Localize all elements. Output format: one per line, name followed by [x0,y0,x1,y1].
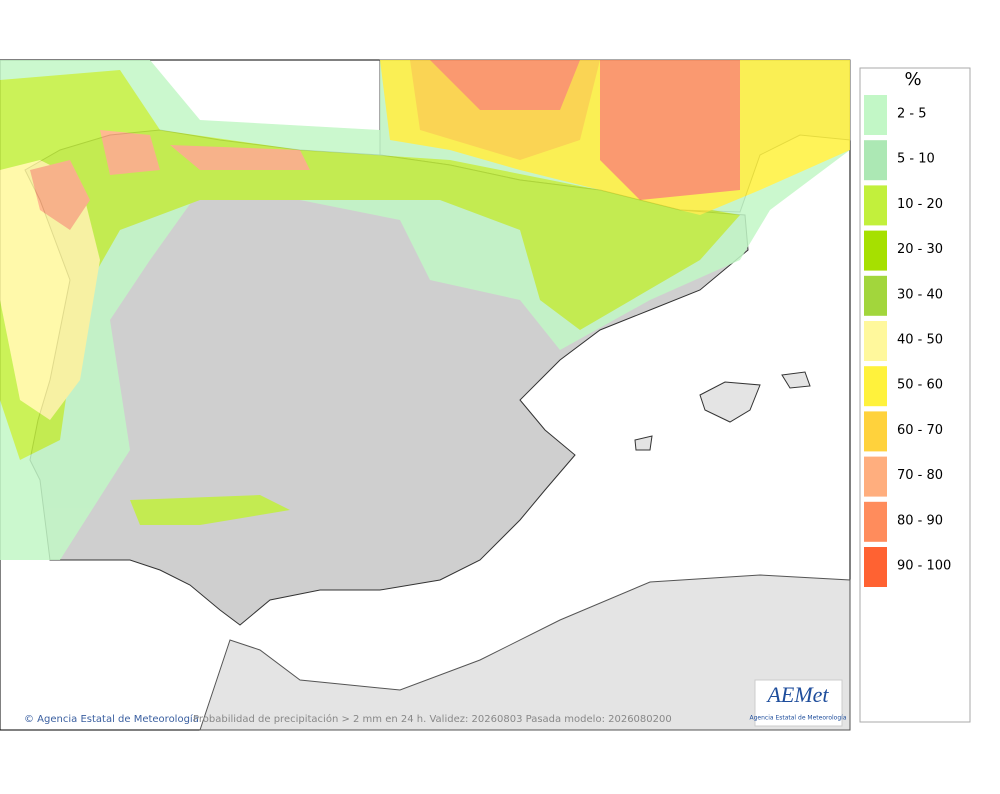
legend-swatch [864,230,887,271]
legend-swatch [864,456,887,497]
legend-swatch [864,411,887,452]
africa [199,574,851,731]
legend-swatch [864,185,887,226]
legend-label: 40 - 50 [897,333,943,348]
legend-swatch [864,140,887,181]
legend-label: 50 - 60 [897,378,943,393]
legend-label: 80 - 90 [897,513,943,528]
map [0,59,851,731]
precipitation-areas [0,60,850,560]
legend-label: 70 - 80 [897,468,943,483]
logo: AEMet Agencia Estatal de Meteorología [750,679,847,727]
legend-swatch [864,321,887,361]
legend-swatch [864,366,887,407]
legend-label: 90 - 100 [897,559,951,574]
legend-label: 60 - 70 [897,423,943,438]
logo-name: AEMet [765,682,829,707]
logo-box [754,679,843,727]
credit: © Agencia Estatal de Meteorología [24,713,199,725]
legend: % 2 - 5 5 - 10 10 - 20 20 - 30 30 - 40 40 - 5… [859,67,971,723]
legend-label: 2 - 5 [897,107,927,122]
caption: Probabilidad de precipitación > 2 mm en … [193,713,672,725]
legend-unit: % [904,69,921,90]
legend-swatch [864,275,887,316]
legend-swatch [864,95,887,135]
legend-swatch [864,501,887,542]
legend-label: 30 - 40 [897,287,943,302]
balearic-islands [634,371,811,451]
legend-label: 5 - 10 [897,152,935,167]
legend-label: 10 - 20 [897,197,943,212]
legend-label: 20 - 30 [897,242,943,257]
logo-subtitle: Agencia Estatal de Meteorología [750,715,847,722]
legend-swatch [864,547,887,587]
